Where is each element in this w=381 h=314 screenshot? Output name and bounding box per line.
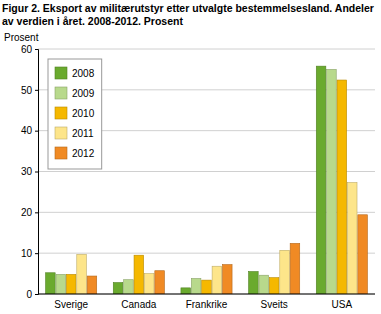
- tick-label: 60: [21, 44, 33, 55]
- grid-line: [38, 294, 375, 295]
- legend-label: 2008: [72, 68, 95, 79]
- tick: Canada: [121, 294, 156, 310]
- x-axis: Sverige Canada Frankrike Sveits USA: [38, 294, 375, 310]
- bar: [66, 274, 76, 294]
- tick: USA: [332, 294, 353, 310]
- legend-swatch: [55, 107, 67, 119]
- bar: [155, 271, 165, 294]
- legend-label: 2011: [72, 128, 94, 139]
- bar: [290, 243, 300, 294]
- bar: [144, 274, 154, 294]
- chart: Figur 2. Eksport av militærutstyr etter …: [0, 0, 381, 314]
- tick-label: 40: [21, 125, 33, 136]
- tick: Sverige: [54, 294, 88, 310]
- tick-label: 50: [21, 85, 33, 96]
- bar: [269, 278, 279, 294]
- tick: 0: [26, 289, 38, 300]
- tick-label: Frankrike: [186, 299, 228, 310]
- tick-mark: [35, 131, 38, 132]
- tick: 30: [21, 166, 38, 177]
- legend-items: 2008 2009 2010 2011 2012: [55, 67, 95, 159]
- legend-label: 2012: [72, 148, 95, 159]
- tick-label: Sverige: [54, 299, 88, 310]
- tick: 50: [21, 85, 38, 96]
- tick: Frankrike: [186, 294, 228, 310]
- tick-mark: [35, 90, 38, 91]
- grid-line: [38, 49, 375, 50]
- legend-label: 2010: [72, 108, 95, 119]
- bar: [46, 273, 56, 294]
- tick: 20: [21, 207, 38, 218]
- bar: [316, 66, 326, 294]
- bar: [337, 80, 347, 294]
- bar: [113, 283, 123, 294]
- axis-line: [35, 50, 39, 295]
- tick-mark: [35, 294, 38, 295]
- tick: 10: [21, 248, 38, 259]
- title-line: Figur 2. Eksport av militærutstyr etter …: [2, 2, 374, 14]
- tick-mark: [35, 212, 38, 213]
- bar: [87, 276, 97, 294]
- tick-label: USA: [332, 299, 353, 310]
- bar: [358, 215, 368, 294]
- legend-swatch: [55, 127, 67, 139]
- tick: 40: [21, 125, 38, 136]
- bar: [280, 250, 290, 294]
- title-line: av verdien i året. 2008-2012. Prosent: [2, 15, 183, 27]
- grid: [38, 49, 375, 294]
- bar: [202, 280, 212, 294]
- bar: [77, 254, 87, 294]
- y-axis: 0 10 20 30 40 50 60: [21, 44, 39, 300]
- bar: [181, 288, 191, 294]
- y-axis-title: Prosent: [4, 32, 39, 43]
- tick-label: Canada: [121, 299, 156, 310]
- tick-label: 20: [21, 207, 33, 218]
- bar: [212, 266, 222, 294]
- bar: [124, 280, 134, 294]
- legend-swatch: [55, 87, 67, 99]
- tick-label: Sveits: [261, 299, 288, 310]
- bar: [327, 69, 337, 294]
- bar: [56, 274, 66, 294]
- tick: 60: [21, 44, 38, 55]
- bar: [259, 275, 269, 294]
- tick: Sveits: [261, 294, 288, 310]
- bar: [223, 265, 233, 294]
- tick-mark: [35, 49, 38, 50]
- legend-swatch: [55, 147, 67, 159]
- legend-swatch: [55, 67, 67, 79]
- bar: [249, 272, 259, 294]
- bar: [347, 183, 357, 294]
- title: Figur 2. Eksport av militærutstyr etter …: [2, 2, 374, 27]
- bar: [134, 255, 144, 294]
- bar: [191, 278, 201, 294]
- tick-label: 30: [21, 166, 33, 177]
- tick-label: 0: [26, 289, 32, 300]
- legend-label: 2009: [72, 88, 95, 99]
- legend: 2008 2009 2010 2011 2012: [48, 59, 102, 169]
- tick-label: 10: [21, 248, 33, 259]
- axis-line: [38, 294, 375, 295]
- tick-mark: [35, 172, 38, 173]
- legend-box: [48, 59, 102, 169]
- tick-mark: [35, 253, 38, 254]
